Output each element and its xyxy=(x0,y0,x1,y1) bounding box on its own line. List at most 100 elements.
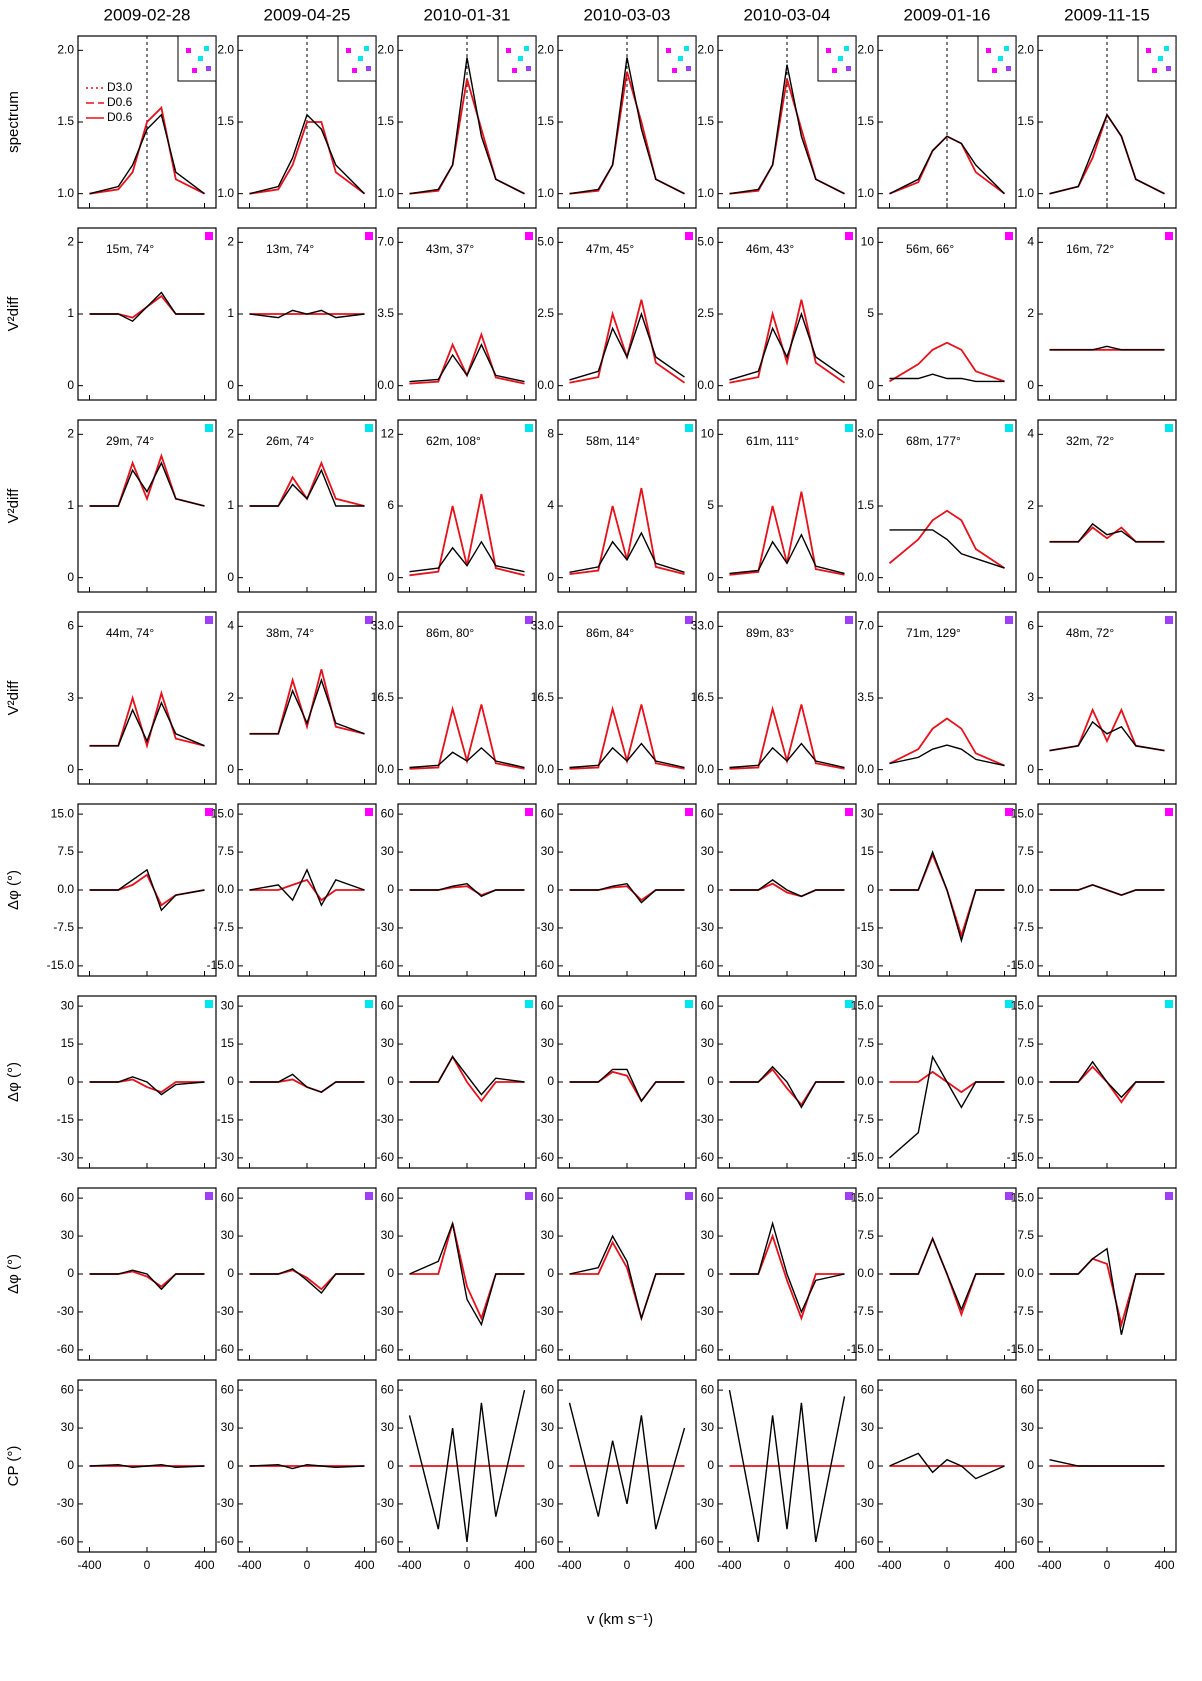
y-tick-label: 0.0 xyxy=(1017,882,1034,896)
y-tick-label: 15.0 xyxy=(1011,998,1035,1012)
y-tick-label: 0 xyxy=(1027,1458,1034,1472)
y-tick-label: 1.0 xyxy=(857,186,874,200)
y-tick-label: 60 xyxy=(541,998,555,1012)
data-line xyxy=(249,677,365,735)
column-title: 2010-01-31 xyxy=(424,5,511,24)
y-tick-label: 30 xyxy=(61,998,75,1012)
model-line xyxy=(409,1054,525,1103)
data-line xyxy=(729,1065,845,1109)
y-tick-label: 1.5 xyxy=(1017,114,1034,128)
column-title: 2009-04-25 xyxy=(264,5,351,24)
y-tick-label: -60 xyxy=(697,1150,715,1164)
y-tick-label: -60 xyxy=(857,1534,875,1548)
legend-label: D3.0 xyxy=(107,80,133,94)
x-axis-label: v (km s⁻¹) xyxy=(587,1611,653,1628)
data-line xyxy=(569,57,685,195)
data-line xyxy=(409,882,525,898)
y-tick-label: 0 xyxy=(227,570,234,584)
y-tick-label: -15.0 xyxy=(47,958,75,972)
y-tick-label: 1.5 xyxy=(697,114,714,128)
data-line xyxy=(409,343,525,383)
inset-marker xyxy=(366,66,371,71)
data-line xyxy=(569,742,685,769)
y-tick-label: -30 xyxy=(377,1304,395,1318)
y-tick-label: 30 xyxy=(61,1420,75,1434)
inset xyxy=(657,35,697,82)
baseline-marker xyxy=(1165,808,1173,816)
y-tick-label: 1.0 xyxy=(377,186,394,200)
annotation: 43m, 37° xyxy=(426,242,474,256)
model-line xyxy=(569,1240,685,1322)
y-tick-label: -30 xyxy=(697,1304,715,1318)
y-tick-label: -7.5 xyxy=(53,920,74,934)
y-tick-label: 1.5 xyxy=(537,114,554,128)
data-line xyxy=(409,746,525,769)
y-tick-label: 0.0 xyxy=(857,1074,874,1088)
y-tick-label: 30 xyxy=(381,844,395,858)
y-tick-label: 33.0 xyxy=(691,619,715,633)
y-tick-label: -30 xyxy=(537,1304,555,1318)
annotation: 58m, 114° xyxy=(586,434,640,448)
baseline-marker xyxy=(845,1192,853,1200)
y-tick-label: 5 xyxy=(867,306,874,320)
row-label: V²diff xyxy=(5,296,22,332)
y-tick-label: 0.0 xyxy=(857,1266,874,1280)
y-tick-label: 6 xyxy=(387,498,394,512)
y-tick-label: 4 xyxy=(1027,427,1034,441)
data-line xyxy=(569,311,685,381)
y-tick-label: 30 xyxy=(701,1228,715,1242)
annotation: 89m, 83° xyxy=(746,626,794,640)
x-tick-label: 0 xyxy=(784,1558,791,1572)
data-line xyxy=(729,742,845,769)
x-tick-label: 400 xyxy=(514,1558,534,1572)
y-tick-label: 30 xyxy=(861,806,875,820)
baseline-marker xyxy=(205,1192,213,1200)
row-label: V²diff xyxy=(5,488,22,524)
x-tick-label: 0 xyxy=(624,1558,631,1572)
y-tick-label: -7.5 xyxy=(1013,1112,1034,1126)
data-line xyxy=(569,1234,685,1321)
inset-marker xyxy=(678,56,683,61)
y-tick-label: -7.5 xyxy=(213,920,234,934)
y-tick-label: 7.5 xyxy=(57,844,74,858)
baseline-marker xyxy=(525,1192,533,1200)
annotation: 15m, 74° xyxy=(106,242,154,256)
y-tick-label: -7.5 xyxy=(1013,1304,1034,1318)
y-tick-label: -60 xyxy=(537,1150,555,1164)
y-tick-label: -60 xyxy=(537,1534,555,1548)
data-line xyxy=(889,850,1005,944)
y-tick-label: -15.0 xyxy=(847,1342,875,1356)
y-tick-label: 2 xyxy=(67,235,74,249)
y-tick-label: -7.5 xyxy=(1013,920,1034,934)
baseline-marker xyxy=(685,1192,693,1200)
annotation: 71m, 129° xyxy=(906,626,961,640)
annotation: 32m, 72° xyxy=(1066,434,1114,448)
y-tick-label: 1.5 xyxy=(217,114,234,128)
y-tick-label: 0 xyxy=(547,1074,554,1088)
annotation: 38m, 74° xyxy=(266,626,314,640)
y-tick-label: 60 xyxy=(381,1382,395,1396)
inset-marker xyxy=(346,48,351,53)
baseline-marker xyxy=(845,1000,853,1008)
data-line xyxy=(409,1055,525,1096)
y-tick-label: -7.5 xyxy=(853,1112,874,1126)
y-tick-label: -15 xyxy=(57,1112,75,1126)
y-tick-label: 2.0 xyxy=(857,43,874,57)
y-tick-label: -30 xyxy=(697,1496,715,1510)
y-tick-label: 15 xyxy=(861,844,875,858)
column-title: 2010-03-04 xyxy=(744,5,831,24)
y-tick-label: 0 xyxy=(1027,570,1034,584)
y-tick-label: 2 xyxy=(1027,306,1034,320)
y-tick-label: -30 xyxy=(217,1150,235,1164)
annotation: 48m, 72° xyxy=(1066,626,1114,640)
y-tick-label: 5.0 xyxy=(537,235,554,249)
annotation: 47m, 45° xyxy=(586,242,634,256)
y-tick-label: 0 xyxy=(227,762,234,776)
y-tick-label: 60 xyxy=(381,998,395,1012)
inset-marker xyxy=(686,66,691,71)
model-line xyxy=(409,704,525,770)
baseline-marker xyxy=(1005,232,1013,240)
model-line xyxy=(1049,1257,1165,1329)
inset-marker xyxy=(1006,66,1011,71)
y-tick-label: 2.0 xyxy=(1017,43,1034,57)
